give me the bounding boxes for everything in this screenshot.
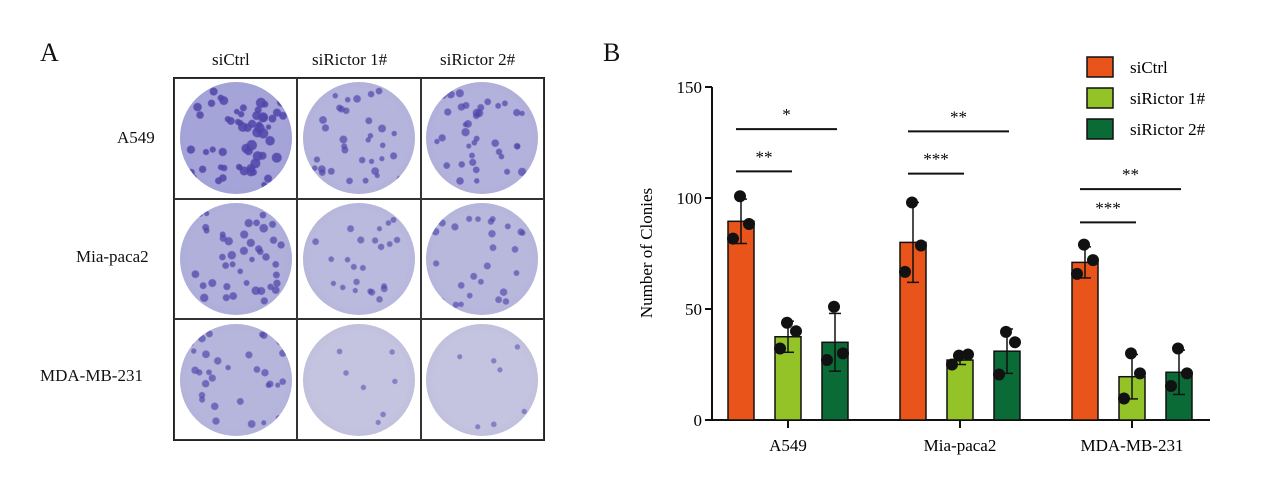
data-point — [774, 342, 786, 355]
data-point — [821, 354, 833, 367]
bar — [1071, 261, 1099, 421]
data-point — [993, 368, 1005, 381]
significance-label: * — [782, 105, 791, 124]
data-point — [1181, 367, 1193, 380]
significance-label: ** — [1122, 165, 1139, 184]
data-point — [915, 239, 927, 252]
row-label: MDA-MB-231 — [40, 366, 143, 385]
data-point — [743, 217, 755, 230]
data-point — [734, 190, 746, 203]
colony-plate-image — [302, 202, 415, 315]
x-tick-label: A549 — [769, 436, 807, 455]
y-tick-label: 50 — [685, 300, 702, 319]
bar — [727, 220, 755, 421]
data-point — [899, 265, 911, 278]
plate-cell — [420, 78, 544, 199]
colony-plate-image — [302, 82, 415, 195]
data-point — [727, 232, 739, 245]
data-point — [1118, 392, 1130, 405]
row-label: A549 — [117, 128, 155, 147]
data-point — [1009, 336, 1021, 349]
colony-plate-image — [426, 82, 539, 195]
colony-plate-image — [426, 323, 539, 436]
y-tick-label: 150 — [677, 78, 703, 97]
plate-cell — [297, 78, 421, 199]
column-label: siRictor 2# — [440, 50, 516, 69]
data-point — [1125, 347, 1137, 360]
panel-a-label: A — [40, 38, 59, 67]
x-tick-label: Mia-paca2 — [924, 436, 997, 455]
y-tick-label: 100 — [677, 189, 703, 208]
colony-plate-image — [179, 323, 292, 436]
significance-label: *** — [1095, 198, 1121, 217]
data-point — [962, 348, 974, 361]
data-point — [1000, 325, 1012, 338]
row-label: Mia-paca2 — [76, 247, 149, 266]
data-point — [946, 358, 958, 371]
data-point — [1078, 238, 1090, 251]
plate-cell — [174, 78, 298, 199]
data-point — [1087, 254, 1099, 267]
data-point — [906, 196, 918, 209]
legend-swatch — [1086, 118, 1114, 140]
plate-cell — [174, 198, 298, 320]
data-point — [781, 316, 793, 329]
colony-plate-image — [426, 202, 539, 315]
data-point — [1071, 267, 1083, 280]
plate-cell — [420, 319, 544, 440]
plate-cell — [174, 319, 298, 440]
legend-swatch — [1086, 56, 1114, 78]
legend-swatch — [1086, 87, 1114, 109]
colony-plate-image — [179, 202, 292, 315]
plate-cell — [297, 198, 421, 320]
data-point — [828, 300, 840, 313]
data-point — [790, 325, 802, 338]
significance-label: ** — [950, 107, 967, 126]
colony-plate-image — [179, 82, 292, 195]
plate-cell — [420, 198, 544, 320]
y-axis-label: Number of Clonies — [637, 188, 656, 318]
column-label: siRictor 1# — [312, 50, 388, 69]
significance-label: *** — [923, 150, 949, 169]
legend-label: siRictor 1# — [1130, 89, 1206, 108]
data-point — [1134, 367, 1146, 380]
column-label: siCtrl — [212, 50, 250, 69]
data-point — [953, 349, 965, 362]
data-point — [1172, 342, 1184, 355]
x-tick-label: MDA-MB-231 — [1081, 436, 1184, 455]
colony-plate-grid — [173, 77, 545, 441]
colony-plate-image — [302, 323, 415, 436]
legend-label: siRictor 2# — [1130, 120, 1206, 139]
panel-b-label: B — [603, 38, 621, 67]
legend-label: siCtrl — [1130, 58, 1168, 77]
significance-label: ** — [756, 147, 773, 166]
data-point — [837, 347, 849, 360]
plate-cell — [297, 319, 421, 440]
data-point — [1165, 380, 1177, 393]
y-tick-label: 0 — [694, 411, 703, 430]
